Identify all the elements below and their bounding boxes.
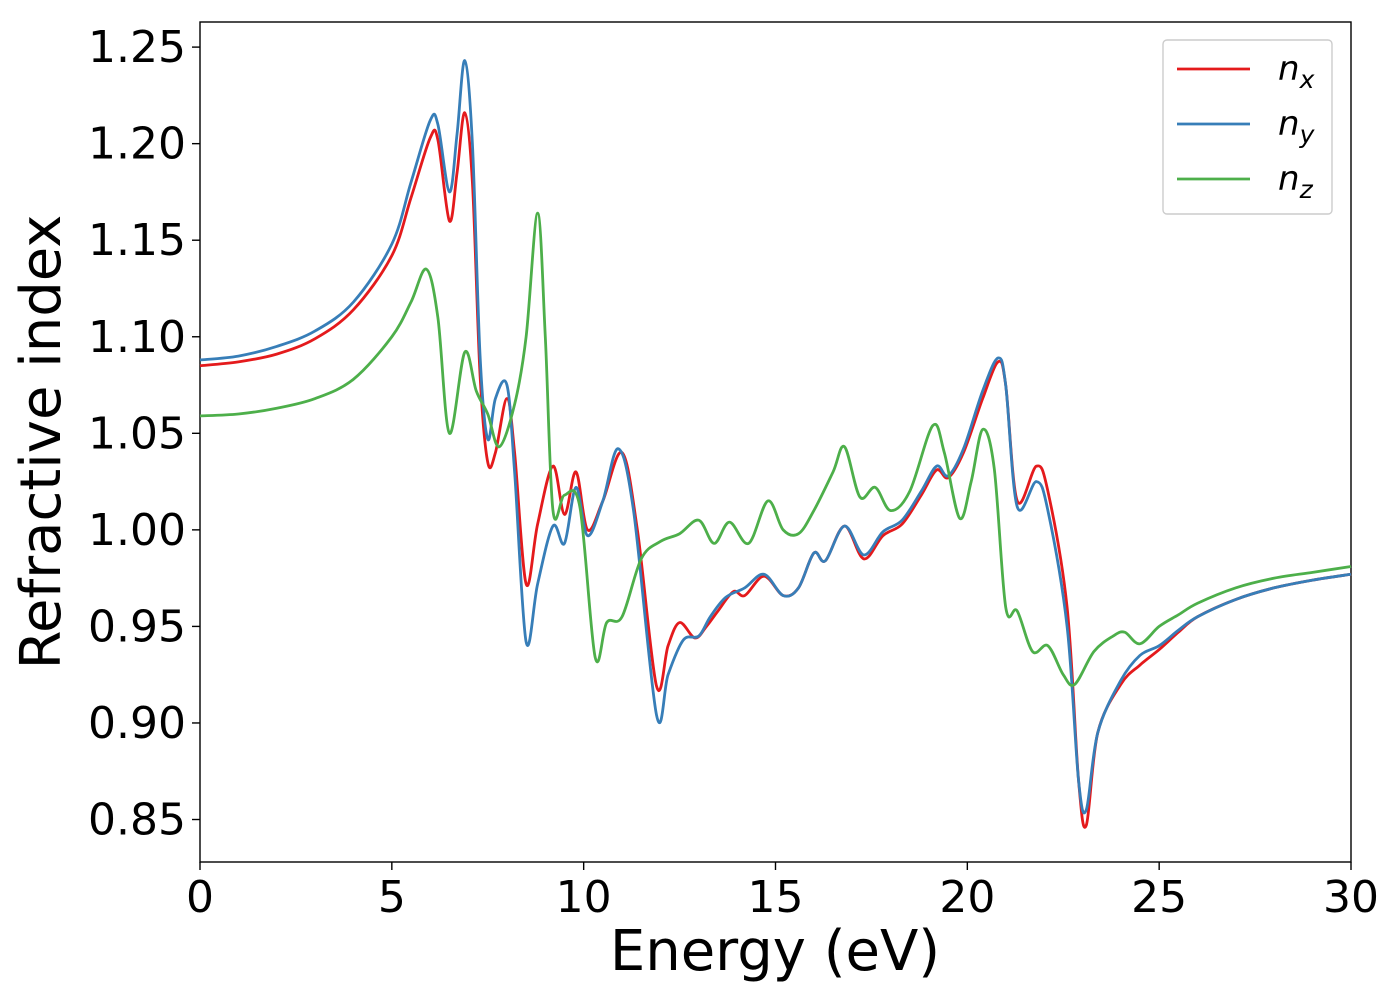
x-tick-label: 20 [939,872,995,923]
legend-label-y: ny [1278,104,1316,149]
y-axis-title: Refractive index [9,215,74,670]
series-line-y [199,59,1352,815]
y-tick-label: 1.10 [88,312,186,363]
legend-label-x: nx [1278,49,1315,94]
y-tick-label: 1.05 [88,408,186,459]
y-tick-label: 1.25 [88,22,186,73]
x-tick-label: 0 [186,872,214,923]
legend: nx ny nz [1162,39,1333,215]
y-tick-label: 0.95 [88,601,186,652]
x-tick-label: 10 [556,872,612,923]
x-tick-label: 25 [1131,872,1187,923]
plot-area [199,21,1352,863]
y-tick-label: 0.85 [88,795,186,846]
x-axis-title: Energy (eV) [610,919,940,984]
x-axis-ticks: 0 5 10 15 20 25 30 [186,862,1379,923]
x-tick-label: 15 [748,872,804,923]
x-tick-label: 30 [1323,872,1379,923]
y-tick-label: 1.00 [88,505,186,556]
series-line-z [199,211,1352,687]
y-axis-ticks: 0.85 0.90 0.95 1.00 1.05 1.10 1.15 1.20 1.25 [88,22,200,846]
x-tick-label: 5 [378,872,406,923]
series-group [199,59,1352,829]
legend-box [1162,39,1333,215]
y-tick-label: 1.15 [88,215,186,266]
y-tick-label: 0.90 [88,698,186,749]
y-tick-label: 1.20 [88,119,186,170]
legend-label-z: nz [1278,159,1314,204]
